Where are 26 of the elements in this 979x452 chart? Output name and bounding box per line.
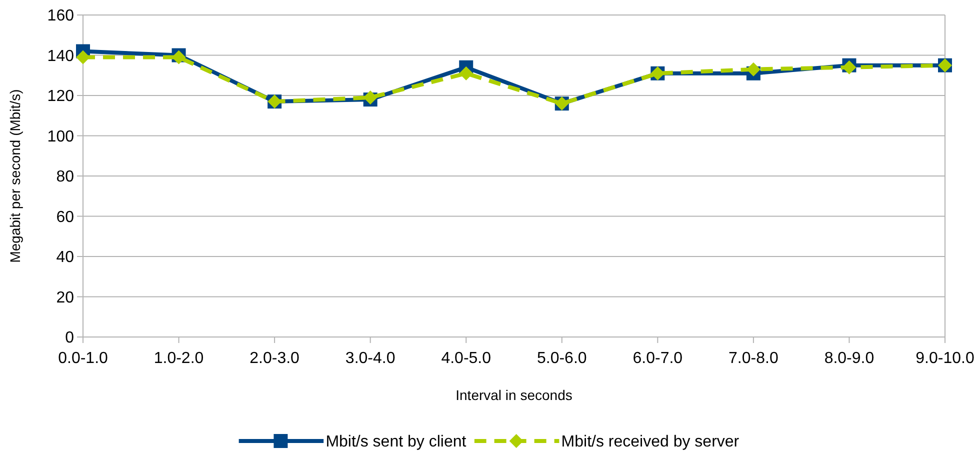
point [76,50,90,64]
x-tick-label: 7.0-8.0 [728,350,778,367]
legend-label: Mbit/s received by server [561,434,740,451]
x-axis-title: Interval in seconds [456,387,572,403]
y-tick-label: 60 [56,208,74,226]
x-tick-label: 5.0-6.0 [536,350,587,367]
y-tick-label: 80 [56,168,74,186]
y-tick-label: 0 [65,330,74,347]
y-axis-title: Megabit per second (Mbit/s) [7,89,23,263]
point [459,66,474,80]
x-tick-label: 1.0-2.0 [154,350,204,367]
x-tick-label: 3.0-4.0 [345,350,396,367]
x-tick-label: 0.0-1.0 [58,350,108,367]
y-tick-label: 120 [47,88,74,106]
legend-label: Mbit/s sent by client [326,434,467,451]
x-tick-label: 2.0-3.0 [250,350,300,367]
x-tick-label: 8.0-9.0 [824,350,874,367]
x-tick-label: 6.0-7.0 [632,350,683,367]
y-tick-label: 100 [47,128,74,146]
x-tick-label: 4.0-5.0 [441,350,492,367]
y-tick-label: 160 [47,8,74,25]
y-tick-label: 20 [56,289,74,306]
y-tick-label: 140 [47,48,74,65]
point [746,62,760,76]
x-tick-label: 9.0-10.0 [916,350,974,367]
y-tick-label: 40 [56,249,74,266]
